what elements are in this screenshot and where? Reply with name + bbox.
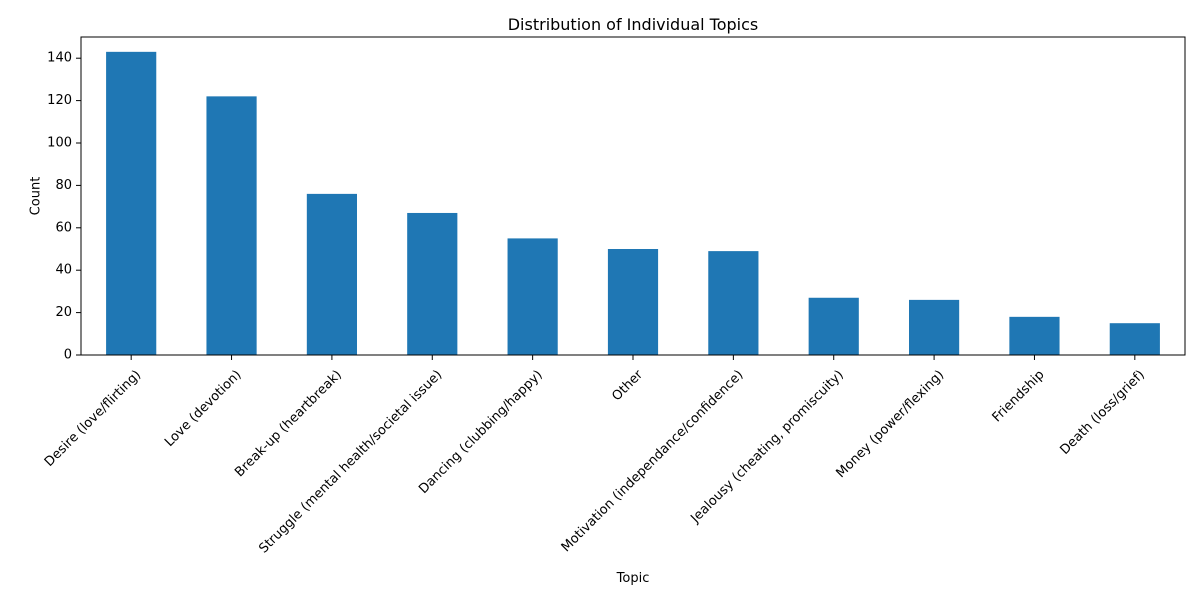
y-tick-label: 0 <box>64 348 72 363</box>
bar <box>607 249 659 355</box>
x-tick-label: Money (power/flexing) <box>834 367 948 481</box>
bar <box>1009 316 1060 355</box>
y-tick-label: 100 <box>47 136 72 151</box>
y-axis: 0 20 40 60 80 100 120 140 <box>47 51 81 363</box>
x-tick-label: Motivation (independance/confidence) <box>559 367 747 555</box>
y-tick-label: 60 <box>55 220 72 235</box>
y-tick-label: 40 <box>55 263 72 278</box>
x-tick-label: Love (devotion) <box>162 367 245 450</box>
x-tick-label: Break-up (heartbreak) <box>232 367 345 480</box>
x-tick-label: Friendship <box>990 367 1048 425</box>
bar <box>407 212 458 355</box>
bar <box>1109 323 1160 355</box>
y-axis-label: Count <box>29 177 44 216</box>
x-tick-label: Death (loss/grief) <box>1057 367 1147 457</box>
chart-title: Distribution of Individual Topics <box>508 15 759 34</box>
x-tick-label: Desire (love/flirting) <box>42 367 144 469</box>
y-tick-label: 80 <box>55 178 72 193</box>
plot-frame <box>80 36 1186 356</box>
y-tick-label: 20 <box>55 305 72 320</box>
bar <box>808 297 859 355</box>
x-axis: Desire (love/flirting) Love (devotion)Bre… <box>42 355 1148 556</box>
bar <box>306 193 357 355</box>
bar <box>708 251 759 355</box>
bar <box>507 238 558 355</box>
bar <box>206 96 257 356</box>
y-tick-label: 140 <box>47 51 72 66</box>
x-tick-label: Struggle (mental health/societal issue) <box>256 367 445 556</box>
x-tick-label: Other <box>609 367 646 404</box>
y-tick-label: 120 <box>47 93 72 108</box>
x-axis-label: Topic <box>616 571 650 586</box>
bars-group <box>106 51 1160 356</box>
bar <box>909 299 960 355</box>
bar <box>106 51 157 356</box>
